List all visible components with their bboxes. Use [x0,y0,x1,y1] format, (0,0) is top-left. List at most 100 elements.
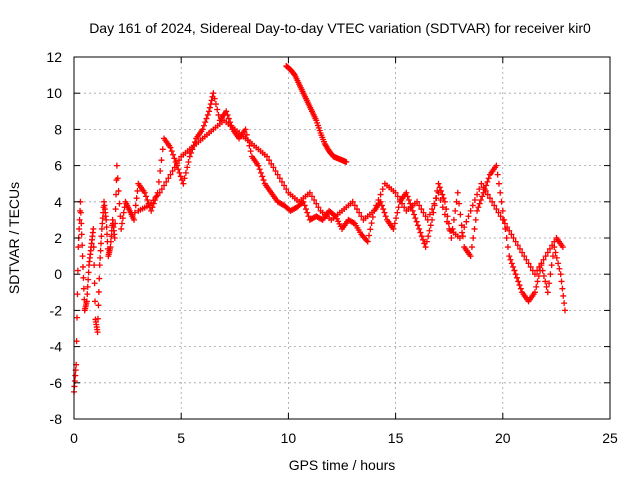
data-point [439,204,446,211]
data-point [84,283,91,290]
data-point [153,193,160,200]
data-point [431,200,438,207]
data-point [272,168,279,175]
data-point [436,184,443,191]
data-point [423,238,430,245]
data-point [555,260,562,267]
data-point [311,196,318,203]
data-point [167,144,174,151]
data-point [546,245,553,252]
y-tick-label: 2 [54,230,62,246]
axis-ticks [73,56,611,420]
data-point [200,122,207,129]
data-point [465,213,472,220]
data-point [503,235,510,241]
data-point [392,189,399,196]
data-point [210,90,217,97]
data-point [459,233,466,240]
data-point [204,111,211,118]
data-point [158,186,165,193]
data-point [278,178,285,185]
data-point [484,178,491,185]
data-point [211,95,218,102]
data-point [98,225,105,232]
data-point [281,182,288,189]
data-point [224,111,231,118]
data-point [74,291,81,298]
data-point [144,196,151,203]
data-point [523,256,530,263]
data-point [467,207,474,214]
data-point [525,260,532,267]
data-point [159,146,166,153]
data-point [107,238,114,245]
data-point [170,151,177,158]
data-point [531,289,538,296]
data-point [539,267,546,274]
data-point [274,171,281,178]
data-point [536,263,543,270]
data-point [118,225,125,232]
data-point [439,191,446,198]
data-point [304,209,311,216]
data-point [268,160,275,167]
data-point [99,220,106,227]
data-point [113,191,120,198]
data-point [485,175,492,182]
data-point [463,218,470,225]
data-point [512,271,519,278]
data-point [143,193,150,200]
data-point [358,213,365,220]
data-point [443,206,450,213]
data-point [417,229,424,236]
data-point [433,195,440,202]
data-point [394,193,401,200]
data-point [91,262,98,269]
x-tick-label: 10 [281,430,297,446]
data-points [71,63,568,395]
data-point [507,256,514,263]
data-point [472,216,479,223]
data-point [497,213,504,220]
data-point [559,285,566,292]
data-point [94,329,101,336]
data-point [403,189,410,196]
data-point [223,108,230,115]
data-point [171,164,178,171]
data-point [512,238,519,245]
data-point [377,191,384,198]
data-point [441,211,448,218]
y-axis-title: SDTVAR / TECUs [6,182,22,294]
data-point [119,220,126,227]
data-point [107,244,114,251]
data-point [401,204,408,211]
data-point [116,200,123,207]
data-point [343,158,350,165]
data-point [396,196,403,203]
data-point [207,101,214,108]
data-point [390,225,397,232]
data-point [175,166,182,173]
data-point [495,180,502,187]
data-point [276,175,283,182]
data-point [74,314,81,321]
data-point [167,171,174,178]
data-point [225,115,232,122]
data-point [75,244,82,251]
data-point [540,273,547,280]
data-point [155,178,162,185]
data-point [556,265,563,272]
data-point [516,245,523,252]
data-point [108,233,115,240]
data-point [412,215,419,222]
data-point [202,119,209,126]
data-point [260,177,267,184]
data-point [478,180,485,187]
data-point [416,225,423,232]
series-track-3 [135,117,566,278]
data-point [149,204,156,211]
data-point [504,224,511,231]
data-point [76,216,83,223]
y-tick-label: -2 [50,302,63,318]
y-tick-label: -4 [50,339,63,355]
